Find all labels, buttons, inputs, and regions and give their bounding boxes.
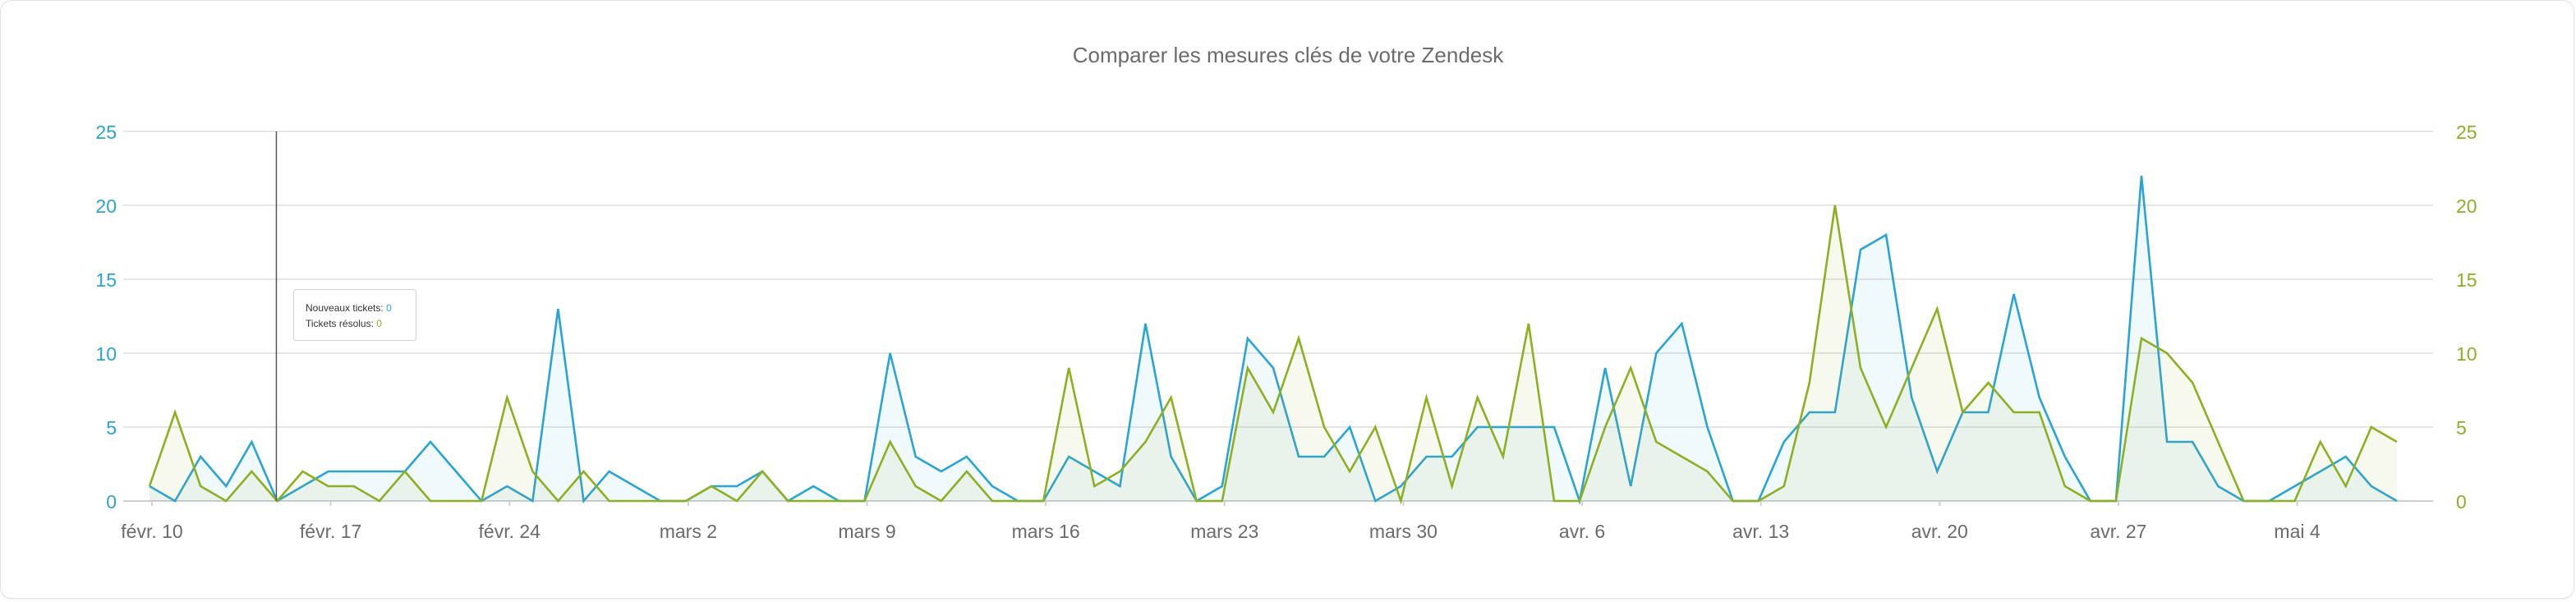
x-tick-label: mars 23 <box>1190 521 1258 542</box>
y-tick-label-left: 5 <box>106 417 117 439</box>
x-tick-label: avr. 20 <box>1911 521 1968 542</box>
x-tick-label: févr. 17 <box>300 521 361 542</box>
chart-title: Comparer les mesures clés de votre Zende… <box>1072 43 1504 67</box>
x-tick-label: mars 9 <box>838 521 895 542</box>
y-tick-label-left: 15 <box>95 269 117 291</box>
y-tick-label-right: 0 <box>2456 491 2467 512</box>
x-tick-label: mars 2 <box>660 521 717 542</box>
series-area-new-tickets <box>150 176 2397 501</box>
x-tick-label: mars 30 <box>1369 521 1438 542</box>
x-tick-label: mai 4 <box>2274 521 2320 542</box>
x-tick-label: avr. 6 <box>1559 521 1605 542</box>
y-tick-label-left: 20 <box>95 195 117 217</box>
y-tick-label-right: 5 <box>2456 417 2467 439</box>
x-tick-label: avr. 27 <box>2090 521 2146 542</box>
x-tick-label: févr. 24 <box>479 521 541 542</box>
series-line-new-tickets <box>149 175 2398 506</box>
hover-tooltip: Nouveaux tickets: 0 Tickets résolus: 0 <box>293 289 416 341</box>
series-area-resolved-tickets <box>150 205 2397 501</box>
y-tick-label-right: 15 <box>2456 269 2477 291</box>
tooltip-value-resolved-tickets: 0 <box>376 318 382 329</box>
x-tick-label: avr. 13 <box>1732 521 1789 542</box>
tooltip-value-new-tickets: 0 <box>386 302 392 314</box>
tooltip-row-resolved-tickets: Tickets résolus: 0 <box>306 316 416 332</box>
tooltip-row-new-tickets: Nouveaux tickets: 0 <box>306 301 416 316</box>
tooltip-label-new-tickets: Nouveaux tickets: <box>306 302 384 314</box>
series-line-resolved-tickets <box>148 204 2398 505</box>
y-tick-label-left: 10 <box>95 343 117 365</box>
y-tick-label-right: 10 <box>2456 343 2477 365</box>
y-tick-label-left: 0 <box>106 491 117 512</box>
x-tick-label: mars 16 <box>1012 521 1080 542</box>
y-tick-label-left: 25 <box>95 122 117 143</box>
y-tick-label-right: 20 <box>2456 195 2477 217</box>
tooltip-label-resolved-tickets: Tickets résolus: <box>306 318 374 329</box>
x-tick-label: févr. 10 <box>121 521 182 542</box>
y-tick-label-right: 25 <box>2456 122 2477 143</box>
